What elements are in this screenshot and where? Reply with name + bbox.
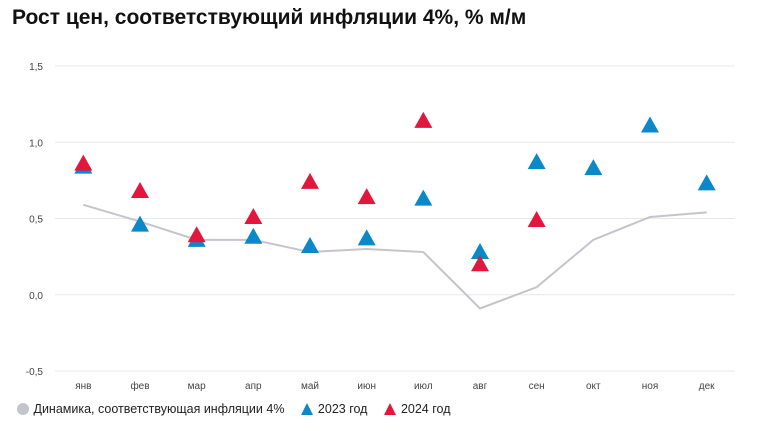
data-point-2023-год xyxy=(131,215,149,232)
data-point-2024-год xyxy=(301,172,319,189)
x-tick-label: июл xyxy=(414,381,433,392)
data-point-2024-год xyxy=(414,111,433,128)
data-point-2024-год xyxy=(74,154,93,171)
data-point-2024-год xyxy=(244,207,263,224)
y-tick-label: 0,0 xyxy=(29,291,43,302)
legend-label: 2024 год xyxy=(400,402,451,416)
y-tick-label: 1,0 xyxy=(29,138,43,149)
data-point-2024-год xyxy=(131,182,149,199)
x-tick-label: ноя xyxy=(642,381,659,392)
x-tick-label: май xyxy=(301,381,319,392)
y-tick-label: -0,5 xyxy=(26,367,44,378)
legend: Динамика, соответствующая инфляции 4% 20… xyxy=(16,402,451,416)
data-point-2023-год xyxy=(244,227,263,244)
y-tick-label: 0,5 xyxy=(29,215,43,226)
legend-item-line: Динамика, соответствующая инфляции 4% xyxy=(16,402,284,416)
data-point-2023-год xyxy=(301,236,319,253)
legend-label: Динамика, соответствующая инфляции 4% xyxy=(33,402,285,416)
data-point-2023-год xyxy=(584,159,603,176)
x-tick-label: фев xyxy=(130,380,149,392)
legend-label: 2023 год xyxy=(317,402,368,416)
data-point-2023-год xyxy=(697,174,716,191)
data-point-2023-год xyxy=(357,229,376,246)
data-point-2024-год xyxy=(527,211,546,228)
data-point-2023-год xyxy=(527,153,546,170)
x-tick-label: авг xyxy=(473,381,488,392)
data-point-2024-год xyxy=(187,226,206,243)
data-point-2024-год xyxy=(471,255,489,272)
y-tick-label: 1,5 xyxy=(29,62,43,73)
x-tick-label: апр xyxy=(245,381,262,392)
x-tick-label: дек xyxy=(699,381,715,392)
data-point-2023-год xyxy=(641,116,659,133)
series-line xyxy=(83,203,707,310)
x-tick-label: янв xyxy=(75,381,91,392)
data-point-2023-год xyxy=(471,243,489,260)
x-tick-label: мар xyxy=(188,381,206,392)
x-tick-label: окт xyxy=(586,381,601,392)
chart-title: Рост цен, соответствующий инфляции 4%, %… xyxy=(12,6,527,29)
x-tick-label: июн xyxy=(357,381,376,392)
legend-item-2024: 2024 год xyxy=(383,402,451,416)
x-tick-label: сен xyxy=(529,381,545,392)
data-point-2024-год xyxy=(357,188,376,205)
legend-item-2023: 2023 год xyxy=(300,402,367,416)
data-point-2023-год xyxy=(414,189,433,206)
